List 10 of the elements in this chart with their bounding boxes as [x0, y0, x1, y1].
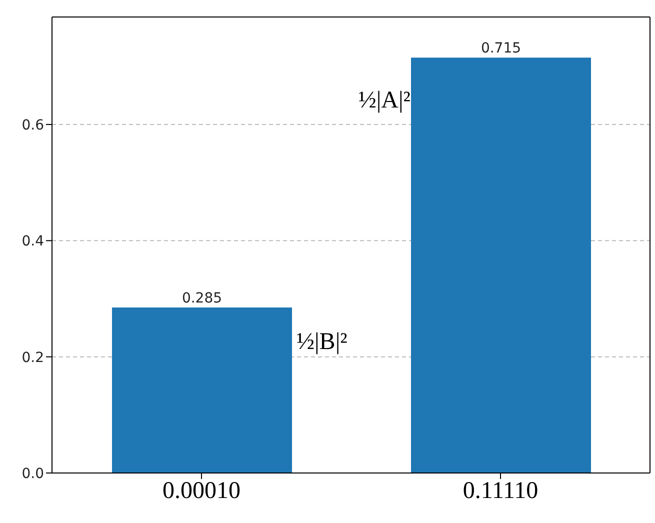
y-tick-label: 0.6: [22, 117, 44, 134]
annotation: ½|B|²: [296, 328, 348, 355]
y-tick-label: 0.0: [22, 466, 44, 482]
x-tick-label: 0.00010: [162, 478, 240, 504]
data-label: 0.285: [182, 290, 222, 306]
y-tick-label: 0.4: [22, 234, 44, 250]
y-tick-label: 0.2: [22, 350, 44, 366]
data-label: 0.715: [480, 40, 522, 57]
x-tick-label: 0.11110: [462, 478, 538, 504]
annotation: ½|A|²: [358, 88, 410, 114]
